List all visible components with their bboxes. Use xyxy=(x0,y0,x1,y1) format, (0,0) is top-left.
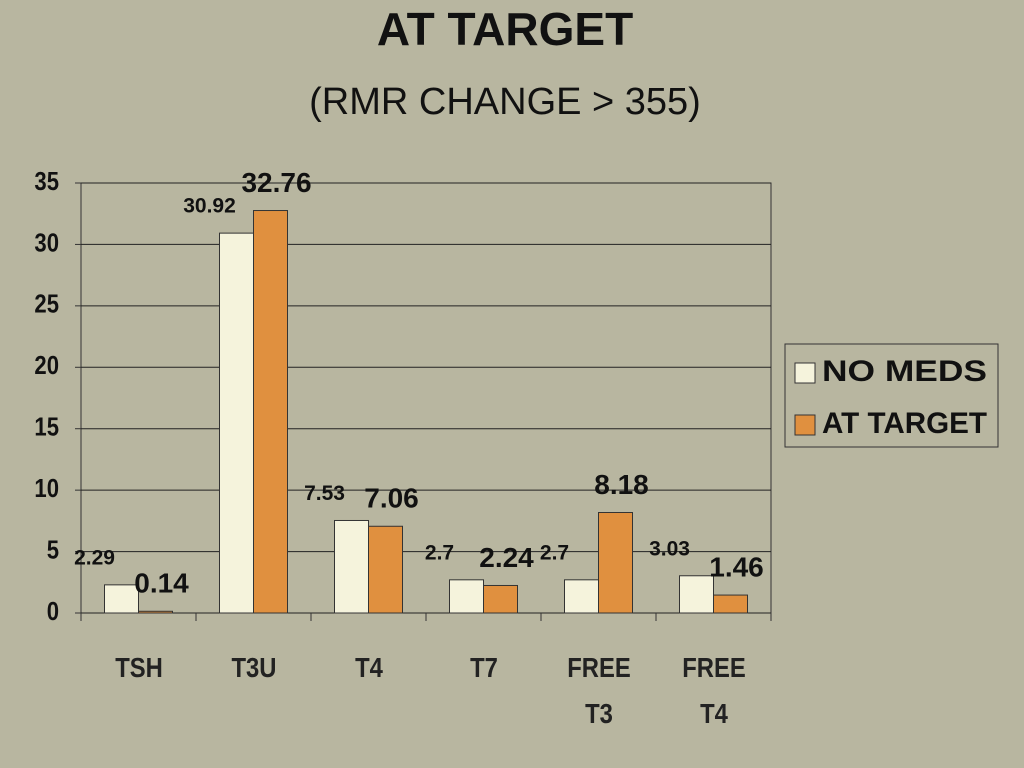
data-label: 2.7 xyxy=(540,541,569,564)
bar xyxy=(219,232,254,614)
chart-title: AT TARGET xyxy=(377,3,633,55)
bar xyxy=(713,594,748,614)
x-tick-label: TSH xyxy=(114,652,163,683)
data-label: 2.24 xyxy=(479,542,534,573)
legend-box xyxy=(784,343,999,448)
legend-swatch xyxy=(794,414,816,436)
legend-label: NO MEDS xyxy=(822,355,987,388)
bar xyxy=(104,584,139,614)
data-label: 2.7 xyxy=(425,541,454,564)
data-label: 2.29 xyxy=(74,546,115,569)
bar xyxy=(368,525,403,614)
bar xyxy=(564,579,599,614)
bar xyxy=(138,610,173,614)
x-tick-label: FREE T4 xyxy=(681,652,746,729)
x-tick-label: T4 xyxy=(354,652,383,683)
data-label: 32.76 xyxy=(241,167,311,198)
data-label: 3.03 xyxy=(649,537,690,560)
bar xyxy=(449,579,484,614)
x-tick-label: FREE T3 xyxy=(566,652,631,729)
data-label: 8.18 xyxy=(594,469,649,500)
legend-label: AT TARGET xyxy=(822,407,987,440)
chart-subtitle: (RMR CHANGE > 355) xyxy=(309,81,701,123)
y-tick-label: 25 xyxy=(34,290,59,319)
y-tick-label: 30 xyxy=(34,229,59,258)
y-tick-label: 35 xyxy=(34,167,59,196)
data-label: 7.53 xyxy=(304,482,345,505)
y-tick-label: 5 xyxy=(47,536,59,565)
bar xyxy=(253,210,288,614)
y-tick-label: 20 xyxy=(34,352,59,381)
data-label: 30.92 xyxy=(183,195,236,218)
data-label: 0.14 xyxy=(134,568,189,599)
bar xyxy=(334,519,369,614)
x-tick-label: T7 xyxy=(469,652,498,683)
y-tick-label: 15 xyxy=(34,413,59,442)
bar xyxy=(483,584,518,614)
legend-swatch xyxy=(794,362,816,384)
data-label: 1.46 xyxy=(709,551,764,582)
y-tick-label: 0 xyxy=(47,597,59,626)
y-tick-label: 10 xyxy=(34,474,59,503)
data-label: 7.06 xyxy=(364,483,419,514)
bar xyxy=(598,512,633,614)
x-tick-label: T3U xyxy=(231,652,276,683)
bar xyxy=(679,575,714,614)
